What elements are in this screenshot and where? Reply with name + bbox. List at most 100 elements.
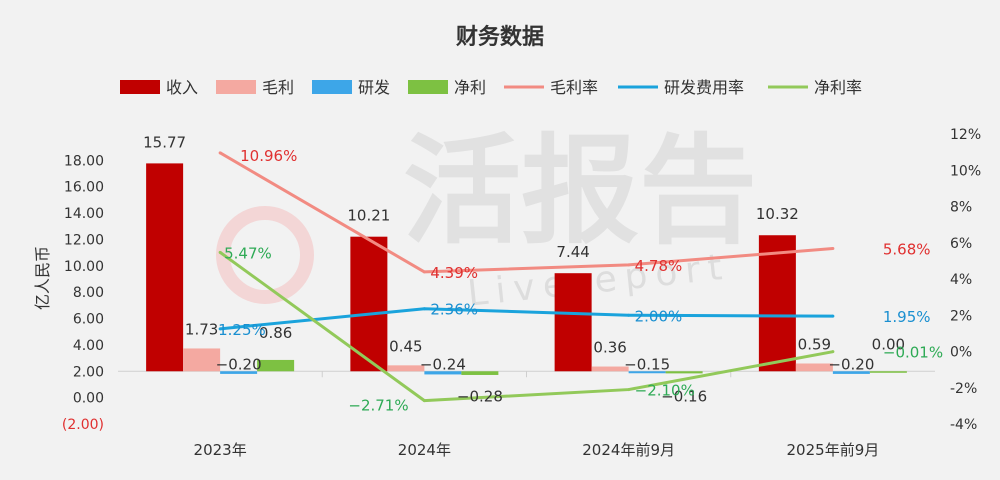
- legend-label-研发费用率: 研发费用率: [664, 78, 744, 97]
- legend-label-净利率: 净利率: [814, 78, 862, 97]
- legend-swatch-毛利: [216, 80, 256, 94]
- legend-label-研发: 研发: [358, 78, 390, 97]
- y-tick-label: 14.00: [64, 206, 104, 222]
- y2-tick-label: 2%: [950, 308, 972, 324]
- legend-label-毛利率: 毛利率: [550, 78, 598, 97]
- bar-label-收入-2: 7.44: [556, 243, 589, 261]
- lines: [218, 151, 835, 403]
- x-tick-label: 2023年: [194, 441, 247, 459]
- x-tick-label: 2024年前9月: [582, 441, 675, 459]
- bar-研发-2: [628, 371, 666, 374]
- bar-label-毛利-2: 0.36: [593, 339, 626, 357]
- line-point-毛利率-2: [627, 263, 631, 267]
- bar-label-净利-3: 0.00: [872, 335, 905, 353]
- y-tick-label: 18.00: [64, 153, 104, 169]
- bar-label-收入-1: 10.21: [347, 207, 390, 225]
- watermark-text: 活报告: [403, 122, 757, 260]
- line-label-毛利率-2: 4.78%: [635, 257, 683, 275]
- bar-label-研发-1: −0.24: [420, 355, 466, 373]
- bar-收入-3: [758, 235, 796, 372]
- line-point-毛利率-0: [218, 151, 222, 155]
- legend-label-净利: 净利: [454, 78, 486, 97]
- line-point-研发费用率-0: [218, 327, 222, 331]
- line-净利率: [219, 251, 834, 403]
- bar-毛利-2: [591, 366, 629, 372]
- line-point-研发费用率-2: [627, 313, 631, 317]
- line-毛利率: [219, 151, 833, 274]
- legend-swatch-收入: [120, 80, 160, 94]
- bar-净利-1: [461, 371, 499, 375]
- bar-净利-2: [665, 371, 703, 374]
- legend-label-收入: 收入: [166, 78, 198, 97]
- bar-净利-0: [257, 359, 295, 372]
- y2-tick-label: 12%: [950, 127, 981, 143]
- y-tick-label: 16.00: [64, 180, 104, 196]
- legend-label-毛利: 毛利: [262, 78, 294, 97]
- bar-label-毛利-0: 1.73: [185, 320, 218, 338]
- y2-tick-label: 8%: [950, 200, 972, 216]
- legend-swatch-研发: [312, 80, 352, 94]
- axes: (2.00) 0.00 2.00 4.00 6.00 8.00 10.00 12.00 14.0…: [62, 127, 981, 459]
- bar-label-研发-0: −0.20: [216, 355, 262, 373]
- line-label-毛利率-0: 10.96%: [240, 147, 297, 165]
- y-axis-label: 亿人民币: [33, 246, 52, 310]
- line-label-净利率-2: −2.10%: [635, 382, 695, 400]
- y2-tick-label: 0%: [950, 345, 972, 361]
- bar-label-净利-0: 0.86: [259, 324, 292, 342]
- bar-研发-1: [424, 371, 462, 375]
- y-tick-label: 8.00: [73, 285, 104, 301]
- line-label-净利率-0: 5.47%: [224, 244, 272, 262]
- chart-title: 财务数据: [456, 24, 544, 50]
- line-point-净利率-1: [422, 399, 426, 403]
- bar-label-研发-2: −0.15: [624, 355, 670, 373]
- line-point-净利率-2: [627, 388, 631, 392]
- data-labels: 15.77 10.21 7.44 10.32 1.73 0.45 0.36 0.59 −0.20…: [143, 133, 943, 414]
- line-point-净利率-0: [218, 250, 222, 254]
- y-tick-label: 12.00: [64, 232, 104, 248]
- bar-label-收入-3: 10.32: [756, 205, 799, 223]
- x-tick-label: 2025年前9月: [787, 441, 880, 459]
- bar-收入-2: [554, 273, 592, 372]
- y-tick-label: 4.00: [73, 338, 104, 354]
- y-tick-label: 6.00: [73, 312, 104, 328]
- bar-研发-3: [832, 371, 870, 374]
- bar-label-净利-2: −0.16: [661, 387, 707, 405]
- y2-tick-label: -2%: [950, 381, 977, 397]
- bar-label-毛利-1: 0.45: [389, 337, 422, 355]
- bar-收入-1: [350, 236, 388, 372]
- line-label-研发费用率-1: 2.36%: [430, 301, 478, 319]
- bar-label-净利-1: −0.28: [457, 387, 503, 405]
- line-point-毛利率-3: [831, 247, 835, 251]
- bar-收入-0: [146, 163, 184, 372]
- bar-研发-0: [220, 371, 258, 374]
- y2-tick-label: 6%: [950, 236, 972, 252]
- x-tick-label: 2024年: [398, 441, 451, 459]
- bar-净利-3: [869, 371, 907, 373]
- y2-tick-label: 10%: [950, 163, 981, 179]
- line-label-研发费用率-3: 1.95%: [883, 308, 931, 326]
- line-label-净利率-1: −2.71%: [348, 397, 408, 415]
- y-tick-label: 0.00: [73, 391, 104, 407]
- y-tick-label: 10.00: [64, 259, 104, 275]
- y2-tick-label: -4%: [950, 417, 977, 433]
- line-label-研发费用率-2: 2.00%: [635, 307, 683, 325]
- line-point-毛利率-1: [422, 270, 426, 274]
- line-label-净利率-3: −0.01%: [883, 344, 943, 362]
- legend-swatch-净利: [408, 80, 448, 94]
- line-label-毛利率-1: 4.39%: [430, 264, 478, 282]
- line-label-毛利率-3: 5.68%: [883, 241, 931, 259]
- line-point-研发费用率-3: [831, 314, 835, 318]
- bar-label-研发-3: −0.20: [828, 355, 874, 373]
- bar-毛利-1: [387, 365, 425, 372]
- legend: 收入 毛利 研发 净利 毛利率 研发费用率 净利率: [120, 78, 862, 97]
- line-point-研发费用率-1: [422, 307, 426, 311]
- y-tick-label: 2.00: [73, 364, 104, 380]
- bar-label-毛利-3: 0.59: [798, 335, 831, 353]
- line-研发费用率: [219, 307, 833, 331]
- bar-毛利-3: [795, 363, 833, 372]
- y2-tick-label: 4%: [950, 272, 972, 288]
- line-point-净利率-3: [831, 350, 835, 354]
- y-tick-label: (2.00): [62, 417, 104, 433]
